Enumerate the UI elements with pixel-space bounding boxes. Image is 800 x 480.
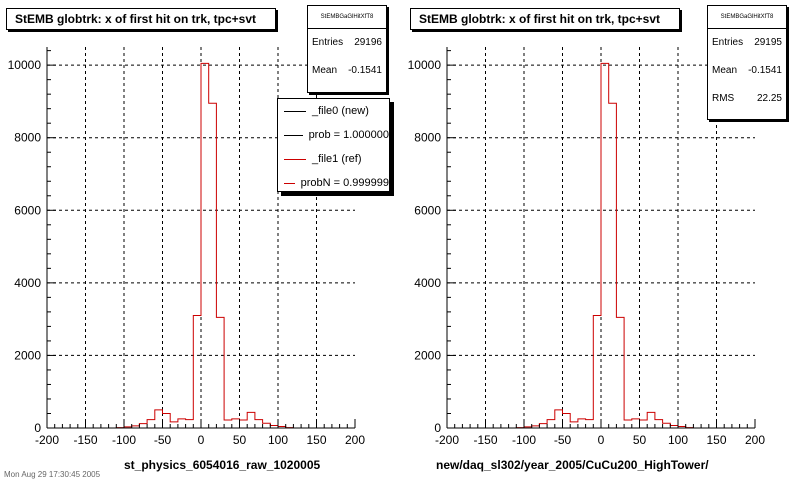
x-tick-label-left: -150 [73,433,97,447]
stats-rms-value-right: 22.25 [756,93,782,104]
stats-entries-label-right: Entries [712,37,744,48]
chart-title-right: StEMB globtrk: x of first hit on trk, tp… [410,8,680,30]
chart-title-left-text: StEMB globtrk: x of first hit on trk, tp… [15,12,257,26]
legend-line-0 [284,110,306,112]
y-tick-label-right: 8000 [414,131,441,145]
stats-mean-row-right: Mean -0.1541 [708,57,786,85]
legend-entry-1: prob = 1.000000 [278,123,389,147]
x-tick-label-right: -200 [435,433,459,447]
legend-box: _file0 (new) prob = 1.000000 _file1 (ref… [277,98,390,192]
stats-entries-value-left: 29196 [354,37,382,48]
x-tick-label-right: 0 [598,433,605,447]
stats-rms-row-right: RMS 22.25 [708,85,786,113]
x-tick-label-right: 200 [745,433,765,447]
stats-box-left: StEMBGaGlHitXfT8 Entries 29196 Mean -0.1… [307,5,387,93]
y-tick-label-left: 2000 [14,348,41,362]
stats-entries-value-right: 29195 [754,37,782,48]
stats-rms-label-right: RMS [712,93,735,104]
stats-entries-label-left: Entries [312,37,344,48]
stats-mean-value-left: -0.1541 [348,65,382,76]
x-tick-label-right: 50 [633,433,647,447]
legend-label-0: _file0 (new) [312,105,369,117]
stats-mean-row-left: Mean -0.1541 [308,57,386,85]
legend-line-1 [284,134,303,136]
y-tick-label-left: 10000 [8,58,42,72]
y-tick-label-right: 2000 [414,348,441,362]
x-tick-label-left: -100 [112,433,136,447]
legend-line-3 [284,182,295,184]
legend-entry-2: _file1 (ref) [278,147,389,171]
x-tick-label-left: 50 [233,433,247,447]
x-tick-label-left: -200 [35,433,59,447]
y-tick-label-left: 4000 [14,276,41,290]
stats-name-left: StEMBGaGlHitXfT8 [308,6,386,29]
timestamp-footer: Mon Aug 29 17:30:45 2005 [4,470,101,479]
stats-entries-row-right: Entries 29195 [708,29,786,57]
y-tick-label-left: 6000 [14,203,41,217]
stats-mean-value-right: -0.1541 [748,65,782,76]
stats-name-right: StEMBGaGlHitXfT8 [708,6,786,29]
stats-box-right: StEMBGaGlHitXfT8 Entries 29195 Mean -0.1… [707,5,787,120]
legend-label-3: probN = 0.999999 [300,177,389,189]
stats-mean-label-left: Mean [312,65,338,76]
y-tick-label-left: 8000 [14,131,41,145]
x-tick-label-right: -50 [554,433,572,447]
x-tick-label-left: 200 [345,433,365,447]
legend-label-2: _file1 (ref) [312,153,362,165]
x-tick-label-left: 0 [198,433,205,447]
x-tick-label-left: 150 [306,433,326,447]
x-tick-label-left: 100 [268,433,288,447]
stats-entries-row-left: Entries 29196 [308,29,386,57]
chart-title-right-text: StEMB globtrk: x of first hit on trk, tp… [419,12,661,26]
x-tick-label-right: -100 [512,433,536,447]
y-tick-label-right: 10000 [408,58,442,72]
legend-label-1: prob = 1.000000 [308,129,389,141]
y-tick-label-right: 4000 [414,276,441,290]
legend-entry-3: probN = 0.999999 [278,171,389,191]
x-tick-label-left: -50 [154,433,172,447]
y-tick-label-right: 6000 [414,203,441,217]
x-tick-label-right: 100 [668,433,688,447]
legend-line-2 [284,158,306,160]
y-tick-label-left: 0 [34,421,41,435]
y-tick-label-right: 0 [434,421,441,435]
x-tick-label-right: 150 [706,433,726,447]
x-tick-label-right: -150 [473,433,497,447]
legend-entry-0: _file0 (new) [278,99,389,123]
chart-title-left: StEMB globtrk: x of first hit on trk, tp… [6,8,276,30]
x-axis-title-right: new/daq_sl302/year_2005/CuCu200_HighTowe… [436,458,709,472]
stats-mean-label-right: Mean [712,65,738,76]
x-axis-title-left: st_physics_6054016_raw_1020005 [124,458,321,472]
